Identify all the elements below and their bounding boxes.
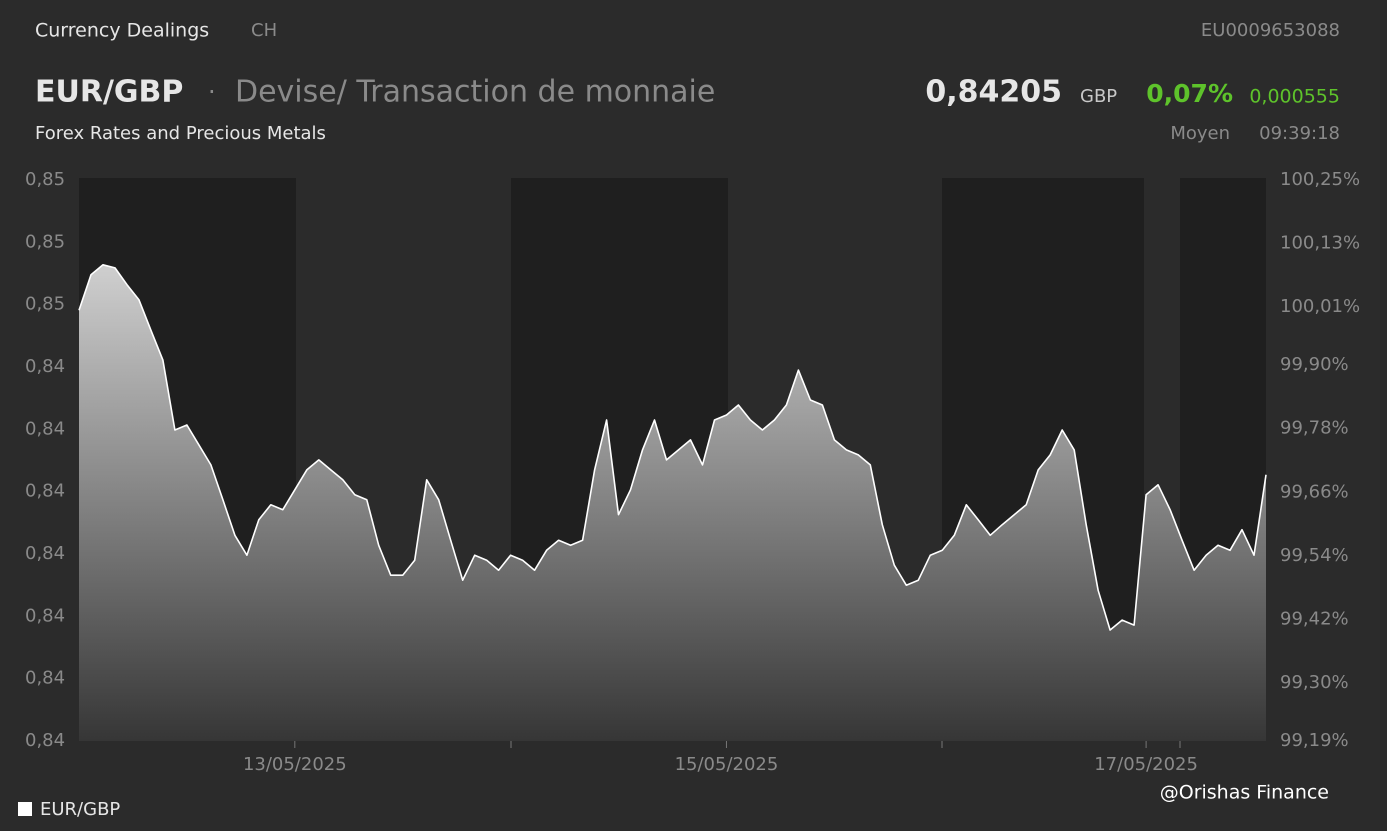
watermark: @Orishas Finance [1160, 782, 1329, 804]
y2-tick-label: 99,78% [1280, 418, 1349, 439]
y2-tick-label: 99,66% [1280, 481, 1349, 502]
y2-tick-label: 99,90% [1280, 354, 1349, 375]
y2-tick-label: 99,54% [1280, 545, 1349, 566]
country: CH [251, 20, 277, 41]
legend-swatch [18, 802, 32, 816]
y2-tick-label: 99,30% [1280, 672, 1349, 693]
line [78, 264, 1267, 631]
legend-label: EUR/GBP [40, 799, 120, 820]
change-abs: 0,000555 [1249, 86, 1340, 108]
y-tick-label: 0,84 [25, 418, 65, 439]
y-tick-label: 0,84 [25, 543, 65, 564]
y-tick-label: 0,84 [25, 668, 65, 689]
x-tick-label: 17/05/2025 [1094, 754, 1198, 775]
market: Forex Rates and Precious Metals [35, 123, 326, 144]
y2-tick-label: 99,19% [1280, 730, 1349, 751]
y-tick-label: 0,84 [25, 356, 65, 377]
description: Devise/ Transaction de monnaie [235, 75, 715, 110]
y2-tick-label: 99,42% [1280, 608, 1349, 629]
y-tick-label: 0,85 [25, 169, 65, 190]
y2-tick-label: 100,01% [1280, 296, 1360, 317]
y-tick-label: 0,84 [25, 730, 65, 751]
section: Currency Dealings [35, 20, 209, 42]
time: 09:39:18 [1259, 123, 1340, 144]
y-tick-label: 0,85 [25, 231, 65, 252]
price-type: Moyen [1170, 123, 1230, 144]
area [79, 264, 1266, 741]
y-tick-label: 0,85 [25, 294, 65, 315]
y2-tick-label: 100,25% [1280, 169, 1360, 190]
change-pct: 0,07% [1146, 79, 1233, 108]
price: 0,84205 [925, 75, 1062, 110]
isin: EU0009653088 [1201, 20, 1340, 41]
y-tick-label: 0,84 [25, 605, 65, 626]
symbol: EUR/GBP [35, 75, 183, 110]
y2-tick-label: 100,13% [1280, 233, 1360, 254]
currency: GBP [1080, 86, 1117, 107]
x-tick-label: 13/05/2025 [243, 754, 347, 775]
y-tick-label: 0,84 [25, 481, 65, 502]
x-tick-label: 15/05/2025 [675, 754, 779, 775]
separator: · [208, 78, 216, 106]
